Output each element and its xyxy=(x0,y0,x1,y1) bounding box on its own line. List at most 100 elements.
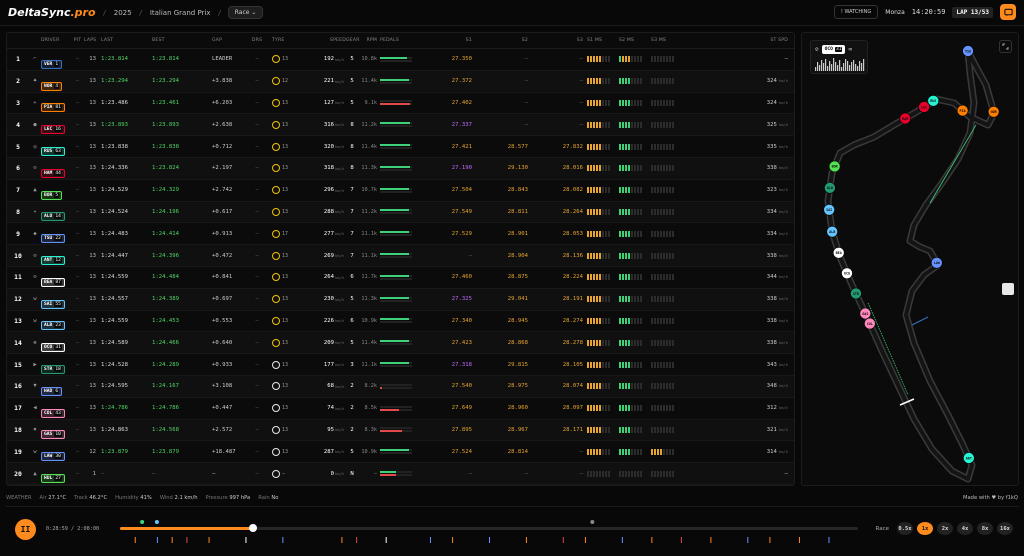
speed-button[interactable]: 1x xyxy=(917,522,933,535)
car-marker[interactable] xyxy=(859,307,872,320)
table-row[interactable]: 2 ♠ NOR 4–13 1:23.294 1:23.294 +3.838–12 221 km/… xyxy=(7,70,794,93)
car-marker[interactable] xyxy=(824,182,836,194)
driver-cell[interactable]: GAS 10 xyxy=(41,420,71,440)
binoculars-icon[interactable]: ∞ xyxy=(848,46,853,53)
driver-cell[interactable]: ALB 23 xyxy=(41,311,71,331)
timeline-event-mark[interactable] xyxy=(134,537,136,543)
timeline-event-mark[interactable] xyxy=(356,537,358,543)
timeline-event-mark[interactable] xyxy=(828,537,830,543)
car-marker[interactable] xyxy=(962,45,974,57)
table-row[interactable]: 15 ▶ STR 18–13 1:24.528 1:24.289 +0.933–13 177 k… xyxy=(7,354,794,376)
col-gear[interactable]: GEAR xyxy=(346,38,360,43)
col-s1ms[interactable]: S1 MS xyxy=(587,38,603,43)
col-tyre[interactable]: TYRE xyxy=(272,38,285,43)
timeline-flag-dot[interactable] xyxy=(590,520,595,524)
table-row[interactable]: 3 ✈ PIA 81–13 1:23.486 1:23.461 +6.203–13 127 km… xyxy=(7,93,794,115)
car-marker[interactable] xyxy=(927,95,940,107)
col-best[interactable]: BEST xyxy=(152,38,165,43)
timeline-event-mark[interactable] xyxy=(429,537,431,543)
driver-cell[interactable]: TSU 22 xyxy=(41,224,71,244)
driver-cell[interactable]: BEA 87 xyxy=(41,268,71,287)
made-by-credit[interactable]: Made with ♥ by f1kQ xyxy=(963,495,1018,501)
session-select[interactable]: Race ⌄ xyxy=(227,6,264,19)
table-row[interactable]: 17 ◀ COL 43–13 1:24.786 1:24.786 +0.447–13 74 km… xyxy=(7,398,794,420)
pause-button[interactable]: II xyxy=(15,519,36,540)
car-marker[interactable] xyxy=(956,104,969,117)
timeline-event-mark[interactable] xyxy=(186,537,188,543)
timeline-event-mark[interactable] xyxy=(769,537,771,543)
car-marker[interactable] xyxy=(918,101,930,113)
driver-cell[interactable]: HAD 6 xyxy=(41,377,71,396)
driver-cell[interactable]: OCO 31 xyxy=(41,333,71,353)
car-marker[interactable] xyxy=(841,267,853,280)
watching-button[interactable]: ! WATCHING xyxy=(833,5,879,19)
car-marker[interactable] xyxy=(823,203,835,216)
timeline-event-mark[interactable] xyxy=(651,537,653,543)
timeline-event-mark[interactable] xyxy=(710,537,712,543)
timeline-event-mark[interactable] xyxy=(621,537,623,543)
map-settings-icon[interactable] xyxy=(1002,283,1014,295)
col-pit[interactable]: PIT xyxy=(73,38,82,43)
col-rpm[interactable]: RPM xyxy=(366,38,377,43)
timeline-flag-dot[interactable] xyxy=(154,520,159,524)
speed-button[interactable]: 2x xyxy=(937,522,953,535)
table-row[interactable]: 19 w LAW 30 – 12 1:23.879 1:23.879 +18.487 – 13 287… xyxy=(7,441,794,464)
driver-cell[interactable]: HUL 27 xyxy=(41,464,71,484)
timeline-event-mark[interactable] xyxy=(156,537,158,543)
car-marker[interactable] xyxy=(930,257,943,269)
table-row[interactable]: 18 ✖ GAS 10–13 1:24.863 1:24.568 +2.572–13 95 km… xyxy=(7,419,794,442)
col-driver[interactable]: DRIVER xyxy=(41,38,60,43)
table-row[interactable]: 16 ▼ HAD 6–13 1:24.595 1:24.167 +3.108–13 68 km/… xyxy=(7,375,794,398)
col-s2ms[interactable]: S2 MS xyxy=(619,38,635,43)
col-pedals[interactable]: PEDALS xyxy=(380,38,399,43)
app-logo[interactable]: DeltaSync.pro xyxy=(8,6,96,19)
table-row[interactable]: 8 ✦ ALO 14–13 1:24.524 1:24.196 +0.617–13 288 km… xyxy=(7,201,794,224)
speed-button[interactable]: 16x xyxy=(997,522,1013,535)
timeline-event-mark[interactable] xyxy=(584,537,586,543)
table-row[interactable]: 14 ⊛ OCO 31–13 1:24.589 1:24.466 +0.640–13 209 k… xyxy=(7,332,794,355)
col-drs[interactable]: DRS xyxy=(251,38,263,43)
driver-cell[interactable]: RUS 63 xyxy=(41,137,71,157)
timeline-handle[interactable] xyxy=(248,524,257,532)
table-row[interactable]: 7 ▲ BOR 5–13 1:24.529 1:24.329 +2.742–13 296 km/… xyxy=(7,180,794,202)
timeline-event-mark[interactable] xyxy=(747,537,749,543)
driver-cell[interactable]: ALO 14 xyxy=(41,202,71,222)
expand-icon[interactable] xyxy=(999,40,1012,53)
driver-cell[interactable]: LAW 30 xyxy=(41,442,71,462)
timeline-event-mark[interactable] xyxy=(452,537,454,543)
timeline-event-mark[interactable] xyxy=(208,537,210,543)
car-marker[interactable] xyxy=(987,105,1000,118)
timeline-event-mark[interactable] xyxy=(385,537,387,543)
timeline-event-mark[interactable] xyxy=(489,537,490,543)
table-row[interactable]: 20 ▲ HUL 27–1– – – – –0 km/h N – – – – – xyxy=(7,463,794,485)
driver-cell[interactable]: COL 43 xyxy=(41,399,71,418)
driver-cell[interactable]: VER 1 xyxy=(41,50,71,69)
col-s3ms[interactable]: S3 MS xyxy=(651,38,667,43)
table-row[interactable]: 6 ⊙ HAM 44–13 1:24.336 1:23.824 +2.197–13 318 km… xyxy=(7,157,794,180)
table-row[interactable]: 10 ⊘ ANT 12–13 1:24.447 1:24.396 +0.472–13 269 k… xyxy=(7,245,794,267)
chat-icon[interactable] xyxy=(1000,4,1016,20)
selected-car-card[interactable]: ⊘ OCO 31 ∞ xyxy=(810,40,868,74)
timeline-flag-dot[interactable] xyxy=(140,520,145,524)
table-row[interactable]: 4 ● LEC 16–13 1:23.893 1:23.893 +2.638–13 316 km… xyxy=(7,114,794,137)
col-gap[interactable]: GAP xyxy=(212,38,223,43)
col-stspd[interactable]: ST SPD xyxy=(770,38,788,43)
car-marker[interactable] xyxy=(864,317,876,330)
timeline-event-mark[interactable] xyxy=(171,537,173,543)
col-laps[interactable]: LAPS xyxy=(84,38,97,43)
driver-cell[interactable]: NOR 4 xyxy=(41,72,71,91)
car-marker[interactable] xyxy=(828,160,841,173)
timeline-event-mark[interactable] xyxy=(562,537,564,543)
timeline-scrubber[interactable] xyxy=(120,527,858,530)
timeline-event-mark[interactable] xyxy=(245,537,247,543)
driver-cell[interactable]: HAM 44 xyxy=(41,159,71,178)
col-speed[interactable]: SPEED xyxy=(329,38,346,43)
timeline-event-mark[interactable] xyxy=(680,537,682,543)
breadcrumb-year[interactable]: 2025 xyxy=(113,8,132,17)
table-row[interactable]: 12 w SAI 55–13 1:24.557 1:24.389 +0.697–13 230 k… xyxy=(7,288,794,311)
table-row[interactable]: 5 ◎ RUS 63–13 1:23.838 1:23.838 +0.712–13 320 km… xyxy=(7,136,794,158)
driver-cell[interactable]: BOR 5 xyxy=(41,181,71,200)
table-row[interactable]: 11 ⊙ BEA 87–13 1:24.559 1:24.484 +0.841–13 264 k… xyxy=(7,267,794,289)
timeline-event-mark[interactable] xyxy=(525,537,527,543)
